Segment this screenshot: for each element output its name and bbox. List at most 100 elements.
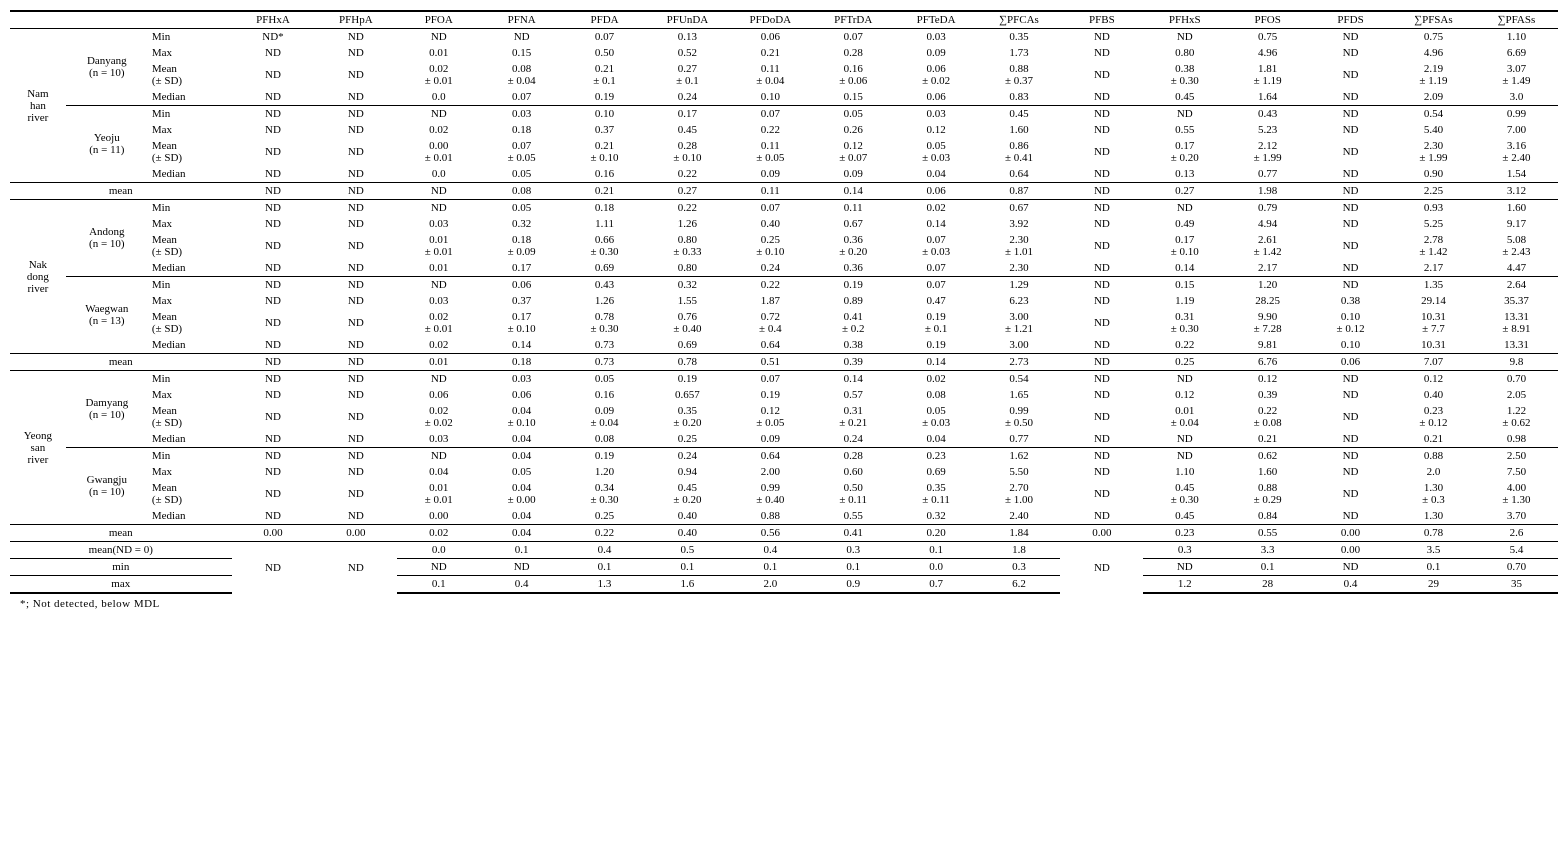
value-cell: ND bbox=[1309, 508, 1392, 525]
value-cell: ND bbox=[314, 371, 397, 388]
value-cell: 0.3 bbox=[1143, 542, 1226, 559]
value-cell: ND bbox=[1309, 403, 1392, 431]
value-cell: 0.19 bbox=[646, 371, 729, 388]
value-cell: 10.31± 7.7 bbox=[1392, 309, 1475, 337]
value-cell: 0.19 bbox=[729, 387, 812, 403]
value-cell: ND bbox=[480, 559, 563, 576]
value-cell: 0.1 bbox=[895, 542, 978, 559]
value-cell: 3.16± 2.40 bbox=[1475, 138, 1558, 166]
value-cell: 0.34± 0.30 bbox=[563, 480, 646, 508]
value-cell: ND bbox=[232, 200, 315, 217]
value-cell: 0.19 bbox=[563, 448, 646, 465]
value-cell: 0.70 bbox=[1475, 371, 1558, 388]
value-cell: 0.02 bbox=[397, 337, 480, 354]
value-cell: ND bbox=[1143, 200, 1226, 217]
table-row: MedianNDND0.00.070.190.240.100.150.060.8… bbox=[10, 89, 1558, 106]
value-cell: 0.35± 0.20 bbox=[646, 403, 729, 431]
value-cell: 0.87 bbox=[978, 183, 1061, 200]
value-cell: 6.2 bbox=[978, 576, 1061, 594]
value-cell: 0.40 bbox=[646, 525, 729, 542]
value-cell: 0.17± 0.10 bbox=[480, 309, 563, 337]
value-cell: 1.54 bbox=[1475, 166, 1558, 183]
value-cell: 0.62 bbox=[1226, 448, 1309, 465]
value-cell: ND bbox=[314, 183, 397, 200]
value-cell: 0.17± 0.10 bbox=[1143, 232, 1226, 260]
value-cell: ND bbox=[1060, 200, 1143, 217]
value-cell: ND bbox=[314, 387, 397, 403]
col-header: PFTeDA bbox=[895, 11, 978, 29]
value-cell: 0.10 bbox=[563, 106, 646, 123]
value-cell: 3.70 bbox=[1475, 508, 1558, 525]
value-cell: 0.05 bbox=[812, 106, 895, 123]
value-cell: 0.08 bbox=[480, 183, 563, 200]
value-cell: 0.04 bbox=[895, 166, 978, 183]
value-cell: 0.23 bbox=[1143, 525, 1226, 542]
value-cell: 0.07 bbox=[895, 277, 978, 294]
value-cell: 1.62 bbox=[978, 448, 1061, 465]
value-cell: 9.17 bbox=[1475, 216, 1558, 232]
value-cell: ND bbox=[314, 448, 397, 465]
value-cell: 0.86± 0.41 bbox=[978, 138, 1061, 166]
value-cell: 0.07 bbox=[563, 29, 646, 46]
value-cell: 0.21 bbox=[1392, 431, 1475, 448]
value-cell: ND bbox=[1060, 277, 1143, 294]
value-cell: 0.14 bbox=[1143, 260, 1226, 277]
value-cell: 0.1 bbox=[646, 559, 729, 576]
value-cell: 0.36± 0.20 bbox=[812, 232, 895, 260]
value-cell: 0.73 bbox=[563, 354, 646, 371]
value-cell: ND bbox=[1060, 337, 1143, 354]
value-cell: ND bbox=[314, 260, 397, 277]
mean-label: mean bbox=[10, 183, 232, 200]
value-cell: 5.23 bbox=[1226, 122, 1309, 138]
value-cell: 0.25 bbox=[1143, 354, 1226, 371]
mean-label: mean bbox=[10, 354, 232, 371]
value-cell: 0.28 bbox=[812, 45, 895, 61]
value-cell: 9.90± 7.28 bbox=[1226, 309, 1309, 337]
mean-label: mean bbox=[10, 525, 232, 542]
col-header: PFDA bbox=[563, 11, 646, 29]
value-cell: ND bbox=[232, 508, 315, 525]
table-row: Waegwan(n = 13)MinNDNDND0.060.430.320.22… bbox=[10, 277, 1558, 294]
value-cell: 0.00 bbox=[314, 525, 397, 542]
value-cell: ND bbox=[1060, 309, 1143, 337]
value-cell: 0.99± 0.50 bbox=[978, 403, 1061, 431]
value-cell: 5.4 bbox=[1475, 542, 1558, 559]
stat-label: Median bbox=[148, 166, 232, 183]
value-cell: 5.40 bbox=[1392, 122, 1475, 138]
value-cell: ND bbox=[1309, 106, 1392, 123]
value-cell: ND bbox=[314, 277, 397, 294]
value-cell: ND bbox=[314, 542, 397, 594]
value-cell: 2.0 bbox=[729, 576, 812, 594]
col-header: PFOS bbox=[1226, 11, 1309, 29]
table-row: MedianNDND0.000.040.250.400.880.550.322.… bbox=[10, 508, 1558, 525]
value-cell: ND bbox=[232, 371, 315, 388]
value-cell: 0.45 bbox=[1143, 89, 1226, 106]
value-cell: 5.50 bbox=[978, 464, 1061, 480]
value-cell: ND bbox=[314, 337, 397, 354]
value-cell: ND bbox=[1309, 260, 1392, 277]
value-cell: 0.06 bbox=[1309, 354, 1392, 371]
value-cell: 0.07 bbox=[812, 29, 895, 46]
value-cell: 0.80± 0.33 bbox=[646, 232, 729, 260]
col-header: ∑PFCAs bbox=[978, 11, 1061, 29]
value-cell: 0.77 bbox=[978, 431, 1061, 448]
value-cell: 0.35 bbox=[978, 29, 1061, 46]
value-cell: 0.69 bbox=[646, 337, 729, 354]
value-cell: 13.31 bbox=[1475, 337, 1558, 354]
value-cell: 0.03 bbox=[397, 431, 480, 448]
value-cell: ND bbox=[1309, 216, 1392, 232]
col-header: PFBS bbox=[1060, 11, 1143, 29]
value-cell: 1.11 bbox=[563, 216, 646, 232]
value-cell: ND bbox=[1060, 166, 1143, 183]
value-cell: 1.22± 0.62 bbox=[1475, 403, 1558, 431]
value-cell: 0.04 bbox=[480, 448, 563, 465]
value-cell: 0.15 bbox=[480, 45, 563, 61]
value-cell: 2.09 bbox=[1392, 89, 1475, 106]
value-cell: 0.11 bbox=[729, 183, 812, 200]
value-cell: ND bbox=[314, 464, 397, 480]
value-cell: ND bbox=[1309, 89, 1392, 106]
value-cell: 0.5 bbox=[646, 542, 729, 559]
value-cell: 0.00 bbox=[397, 508, 480, 525]
value-cell: 2.25 bbox=[1392, 183, 1475, 200]
table-row: MaxNDND0.010.150.500.520.210.280.091.73N… bbox=[10, 45, 1558, 61]
